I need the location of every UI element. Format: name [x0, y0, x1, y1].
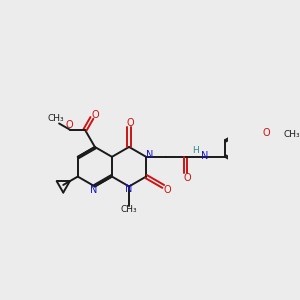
Text: O: O — [66, 120, 73, 130]
Text: O: O — [127, 118, 134, 128]
Text: O: O — [263, 128, 271, 138]
Text: N: N — [90, 185, 98, 195]
Text: O: O — [92, 110, 100, 120]
Text: CH₃: CH₃ — [48, 114, 64, 123]
Text: N: N — [201, 151, 208, 161]
Text: CH₃: CH₃ — [121, 206, 137, 214]
Text: H: H — [192, 146, 199, 155]
Text: N: N — [125, 184, 133, 194]
Text: O: O — [183, 173, 191, 183]
Text: CH₃: CH₃ — [283, 130, 300, 139]
Text: O: O — [163, 185, 171, 195]
Text: N: N — [146, 150, 154, 160]
